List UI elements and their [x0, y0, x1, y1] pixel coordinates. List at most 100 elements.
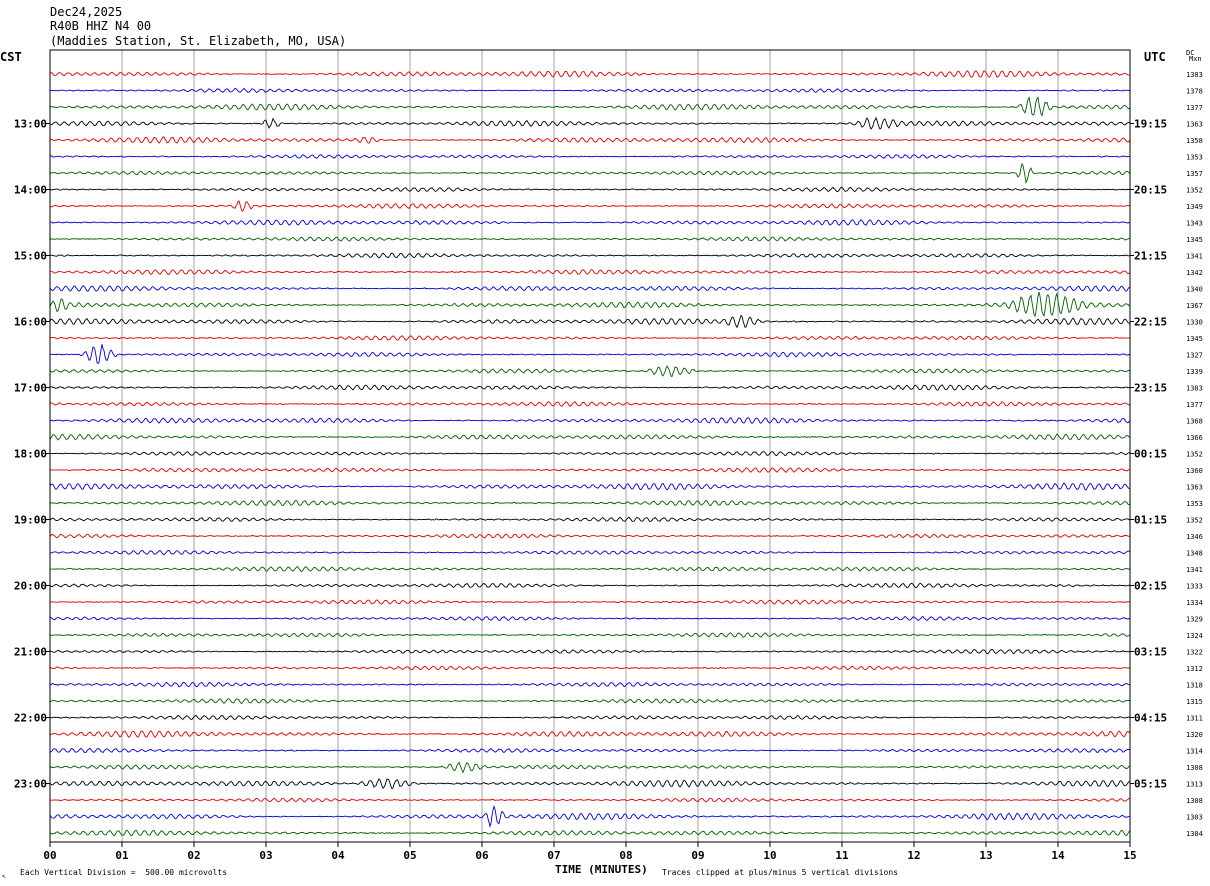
dc-value-label: 1334: [1186, 599, 1203, 607]
x-axis-title: TIME (MINUTES): [555, 863, 648, 876]
dc-value-label: 1345: [1186, 236, 1203, 244]
dc-value-label: 1348: [1186, 550, 1203, 558]
seismic-trace: [49, 70, 1131, 78]
x-tick-label: 11: [835, 849, 849, 862]
x-tick-label: 13: [979, 849, 992, 862]
seismic-trace: [49, 291, 1131, 318]
seismic-trace: [49, 433, 1131, 441]
seismic-trace: [49, 401, 1131, 407]
left-hour-label: 13:00: [14, 118, 47, 131]
dc-value-label: 1378: [1186, 88, 1203, 96]
x-tick-label: 00: [43, 849, 56, 862]
seismic-trace: [49, 236, 1131, 242]
dc-value-label: 1313: [1186, 781, 1203, 789]
corner-arrow-icon: ↖: [2, 872, 7, 880]
dc-value-label: 1304: [1186, 830, 1203, 838]
dc-value-label: 1352: [1186, 517, 1203, 525]
grid-lines: [49, 50, 1131, 842]
left-hour-label: 16:00: [14, 316, 47, 329]
x-tick-label: 08: [619, 849, 632, 862]
right-hour-label: 21:15: [1134, 250, 1167, 263]
dc-label-bottom: Mxn: [1189, 55, 1202, 63]
x-tick-label: 15: [1123, 849, 1136, 862]
dc-value-label: 1314: [1186, 748, 1203, 756]
seismic-trace: [50, 499, 1131, 507]
x-tick-label: 01: [115, 849, 129, 862]
dc-value-label: 1383: [1186, 71, 1203, 79]
right-hour-label: 00:15: [1134, 448, 1167, 461]
left-hour-label: 18:00: [14, 448, 47, 461]
x-tick-label: 03: [259, 849, 272, 862]
dc-value-label: 1308: [1186, 797, 1203, 805]
seismic-trace: [49, 665, 1131, 671]
right-hour-label: 20:15: [1134, 184, 1167, 197]
dc-label-top: DC: [1186, 49, 1195, 57]
seismic-trace: [49, 252, 1131, 259]
seismic-trace: [50, 747, 1131, 754]
left-hour-label: 23:00: [14, 778, 47, 791]
clip-note: Traces clipped at plus/minus 5 vertical …: [662, 868, 899, 877]
seismic-trace: [49, 416, 1131, 425]
seismic-trace: [49, 95, 1131, 117]
dc-value-label: 1311: [1186, 715, 1203, 723]
seismic-trace: [49, 516, 1131, 523]
dc-value-label: 1377: [1186, 104, 1203, 112]
right-hour-label: 22:15: [1134, 316, 1167, 329]
seismic-trace: [49, 451, 1131, 457]
dc-value-label: 1383: [1186, 385, 1203, 393]
dc-value-label: 1327: [1186, 352, 1203, 360]
dc-value-label: 1366: [1186, 434, 1203, 442]
dc-value-label: 1339: [1186, 368, 1203, 376]
seismic-trace: [49, 805, 1131, 828]
x-tick-label: 09: [691, 849, 704, 862]
trace-group: [49, 70, 1131, 837]
dc-value-label: 1345: [1186, 335, 1203, 343]
seismic-trace: [49, 533, 1131, 539]
seismic-trace: [49, 549, 1131, 556]
dc-value-label: 1308: [1186, 764, 1203, 772]
dc-value-label: 1329: [1186, 616, 1203, 624]
dc-value-label: 1352: [1186, 187, 1203, 195]
seismic-trace: [49, 219, 1130, 226]
dc-value-label: 1341: [1186, 566, 1203, 574]
dc-value-label: 1341: [1186, 253, 1203, 261]
seismic-trace: [49, 632, 1131, 638]
seismic-trace: [49, 681, 1131, 688]
dc-value-label: 1349: [1186, 203, 1203, 211]
x-tick-label: 05: [403, 849, 416, 862]
left-hour-label: 21:00: [14, 646, 47, 659]
plot-frame: [46, 49, 1134, 847]
dc-value-label: 1303: [1186, 814, 1203, 822]
seismic-trace: [49, 698, 1131, 705]
seismic-trace: [49, 269, 1131, 276]
dc-value-label: 1368: [1186, 418, 1203, 426]
seismic-trace: [49, 335, 1131, 341]
right-hour-label: 04:15: [1134, 712, 1167, 725]
dc-value-label: 1318: [1186, 682, 1203, 690]
dc-value-label: 1353: [1186, 500, 1203, 508]
dc-value-label: 1363: [1186, 484, 1203, 492]
seismic-trace: [49, 466, 1131, 473]
seismic-trace: [49, 314, 1131, 329]
seismic-trace: [49, 200, 1131, 212]
dc-value-label: 1353: [1186, 154, 1203, 162]
left-hour-label: 17:00: [14, 382, 47, 395]
axis-labels: 00 01 02 03 04 05 06 07 08 09 10 11 12 13 14 1513:0014:…: [14, 71, 1203, 862]
right-hour-label: 23:15: [1134, 382, 1167, 395]
seismic-trace: [50, 566, 1131, 572]
chart-date: Dec24,2025: [50, 5, 123, 19]
dc-value-label: 1363: [1186, 121, 1203, 129]
dc-value-label: 1343: [1186, 220, 1203, 228]
seismic-trace: [49, 730, 1131, 738]
seismic-trace: [49, 365, 1131, 378]
x-tick-label: 02: [187, 849, 200, 862]
dc-value-label: 1320: [1186, 731, 1203, 739]
seismic-trace: [49, 186, 1131, 193]
seismic-trace: [49, 778, 1131, 790]
dc-value-label: 1333: [1186, 583, 1203, 591]
dc-value-label: 1346: [1186, 533, 1203, 541]
seismic-trace: [49, 615, 1131, 621]
left-hour-label: 19:00: [14, 514, 47, 527]
division-note: Each Vertical Division = 500.00 microvol…: [20, 868, 228, 877]
dc-value-label: 1322: [1186, 649, 1203, 657]
